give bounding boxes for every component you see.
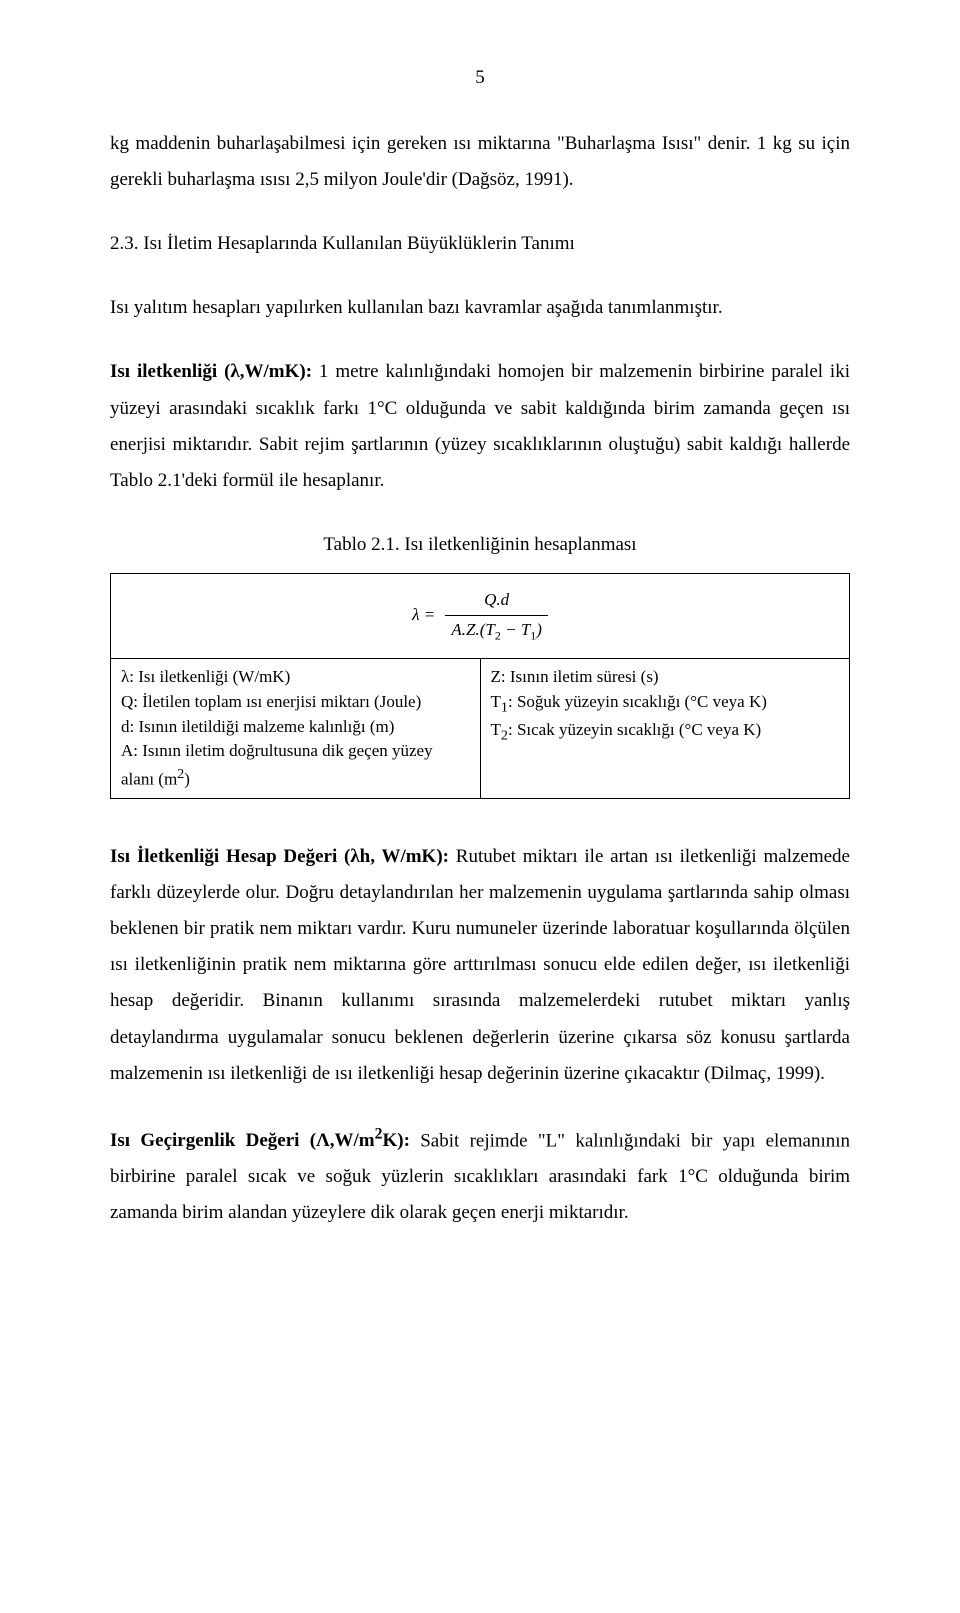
table-caption: Tablo 2.1. Isı iletkenliğinin hesaplanma… [110, 527, 850, 563]
legend-left: λ: Isı iletkenliği (W/mK) Q: İletilen to… [111, 659, 481, 799]
formula-cell: λ = Q.d A.Z.(T2 − T1) [111, 573, 850, 658]
section-heading: 2.3. Isı İletim Hesaplarında Kullanılan … [110, 226, 850, 262]
formula-table: λ = Q.d A.Z.(T2 − T1) λ: Isı iletkenliği… [110, 573, 850, 799]
formula-numerator: Q.d [445, 588, 547, 616]
text-hesap-degeri: Rutubet miktarı ile artan ısı iletkenliğ… [110, 846, 850, 1084]
formula-denominator: A.Z.(T2 − T1) [445, 616, 547, 645]
paragraph-hesap-degeri: Isı İletkenliği Hesap Değeri (λh, W/mK):… [110, 839, 850, 1092]
paragraph-intro: kg maddenin buharlaşabilmesi için gereke… [110, 126, 850, 198]
formula-fraction: Q.d A.Z.(T2 − T1) [445, 588, 547, 644]
paragraph-gecirgenlik: Isı Geçirgenlik Değeri (Λ,W/m2K): Sabit … [110, 1120, 850, 1232]
paragraph-conductivity: Isı iletkenliği (λ,W/mK): 1 metre kalınl… [110, 354, 850, 498]
label-gecirgenlik: Isı Geçirgenlik Değeri (Λ,W/m2K): [110, 1130, 410, 1151]
paragraph-2: Isı yalıtım hesapları yapılırken kullanı… [110, 290, 850, 326]
legend-right: Z: Isının iletim süresi (s) T1: Soğuk yü… [480, 659, 850, 799]
formula-lhs: λ = [412, 605, 435, 624]
label-hesap-degeri: Isı İletkenliği Hesap Değeri (λh, W/mK): [110, 846, 449, 867]
label-conductivity: Isı iletkenliği (λ,W/mK): [110, 361, 312, 382]
page-number: 5 [110, 60, 850, 96]
